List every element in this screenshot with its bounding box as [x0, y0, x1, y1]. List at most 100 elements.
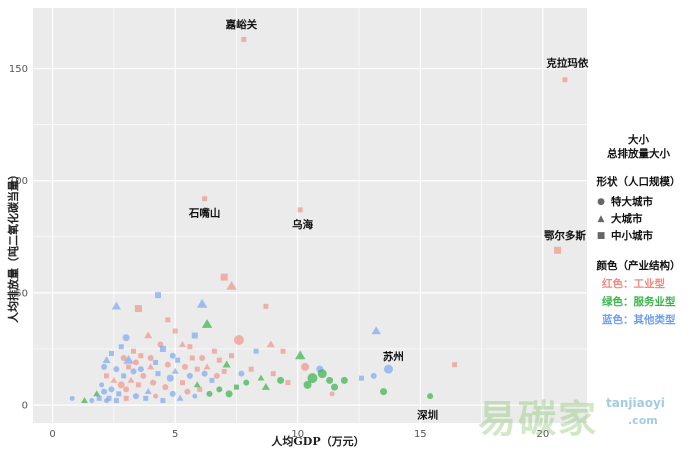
data-point-circle — [147, 354, 154, 361]
x-tick-label: 5 — [172, 429, 178, 440]
legend: 大小 总排放量大小 形状（人口规模） ● 特大城市 ▲ 大城市 ■ 中小城市 颜… — [588, 133, 689, 329]
y-tick-label: 150 — [9, 64, 28, 75]
data-point-triangle — [222, 360, 231, 368]
data-point-triangle — [176, 394, 184, 401]
city-label: 苏州 — [383, 350, 404, 363]
data-point-square — [220, 273, 228, 281]
data-point-circle — [199, 354, 206, 361]
legend-color-industry: 红色：工业型 — [602, 278, 665, 290]
data-point-circle — [164, 361, 171, 368]
city-label: 嘉峪关 — [225, 18, 258, 31]
data-point-circle — [89, 398, 95, 404]
data-point-square — [202, 196, 208, 202]
legend-color-title: 颜色（产业结构） — [596, 260, 681, 272]
data-point-circle — [317, 369, 327, 379]
data-point-square — [280, 348, 286, 354]
data-point-circle — [238, 370, 245, 377]
legend-shape-label: 中小城市 — [611, 230, 653, 242]
data-point-square — [285, 380, 291, 386]
data-point-square — [197, 386, 203, 392]
data-point-circle — [99, 382, 105, 388]
data-point-square — [123, 395, 129, 401]
x-tick-label: 10 — [291, 429, 304, 440]
data-point-square — [452, 362, 458, 368]
circle-icon: ● — [597, 196, 605, 207]
data-point-circle — [383, 364, 393, 374]
data-point-circle — [206, 390, 213, 397]
data-point-square — [116, 391, 122, 397]
data-point-circle — [69, 395, 75, 401]
y-tick-label: 50 — [15, 288, 28, 299]
data-point-triangle — [226, 280, 237, 290]
data-point-square — [187, 344, 193, 350]
data-point-square — [191, 332, 198, 339]
triangle-icon: ▲ — [597, 213, 605, 224]
y-axis-title: 人均排放量（吨二氧化碳当量） — [6, 169, 20, 323]
data-point-circle — [113, 366, 120, 373]
data-point-square — [134, 305, 142, 313]
legend-size-title: 大小 — [628, 134, 649, 146]
data-point-circle — [216, 386, 223, 393]
data-point-square — [180, 380, 186, 386]
data-point-square — [106, 395, 112, 401]
data-point-triangle — [179, 340, 187, 347]
data-point-circle — [132, 393, 139, 400]
data-point-square — [104, 373, 110, 379]
data-point-circle — [380, 388, 388, 396]
x-tick-label: 0 — [49, 429, 55, 440]
watermark-url: tanjiaoyi — [606, 396, 665, 410]
data-point-triangle — [147, 363, 155, 370]
city-label: 深圳 — [417, 409, 438, 422]
data-point-square — [297, 207, 303, 213]
data-point-triangle — [93, 390, 101, 397]
data-point-circle — [186, 372, 193, 379]
data-point-square — [221, 368, 227, 374]
data-point-circle — [370, 372, 377, 379]
legend-shape-label: 特大城市 — [611, 196, 653, 208]
data-point-square — [233, 384, 239, 390]
data-point-square — [153, 359, 159, 365]
data-point-circle — [331, 383, 339, 391]
data-point-triangle — [261, 382, 270, 390]
data-point-square — [135, 382, 141, 388]
data-point-circle — [153, 393, 159, 399]
data-point-square — [131, 348, 137, 354]
data-point-circle — [140, 372, 147, 379]
data-point-circle — [307, 373, 318, 384]
data-point-circle — [329, 391, 335, 397]
data-point-square — [175, 357, 181, 363]
data-point-circle — [104, 398, 110, 404]
data-point-square — [562, 77, 568, 83]
data-point-triangle — [266, 340, 275, 348]
legend-shape-item: ■ 中小城市 — [588, 227, 689, 244]
data-point-square — [108, 350, 114, 356]
data-point-triangle — [110, 376, 118, 383]
data-point-circle — [120, 354, 127, 361]
data-point-triangle — [371, 326, 381, 335]
data-point-triangle — [111, 301, 121, 310]
y-tick-labels: 0 50 100 150 — [9, 64, 28, 411]
data-point-square — [270, 371, 276, 377]
data-point-square — [229, 353, 235, 359]
data-point-square — [96, 395, 102, 401]
data-point-circle — [130, 368, 137, 375]
data-point-circle — [123, 386, 130, 393]
data-point-circle — [301, 362, 310, 371]
data-point-circle — [169, 390, 176, 397]
data-point-square — [121, 373, 127, 379]
data-point-circle — [150, 379, 157, 386]
data-point-triangle — [294, 350, 306, 360]
data-point-triangle — [127, 376, 135, 383]
data-point-square — [159, 345, 166, 352]
data-point-square — [253, 348, 259, 354]
y-tick-label: 0 — [22, 401, 28, 412]
data-point-square — [160, 398, 166, 404]
data-point-circle — [162, 384, 169, 391]
legend-shape-item: ● 特大城市 — [588, 193, 689, 210]
data-point-circle — [101, 388, 108, 395]
x-axis-title: 人均GDP（万元） — [271, 434, 364, 448]
data-point-square — [248, 366, 254, 372]
